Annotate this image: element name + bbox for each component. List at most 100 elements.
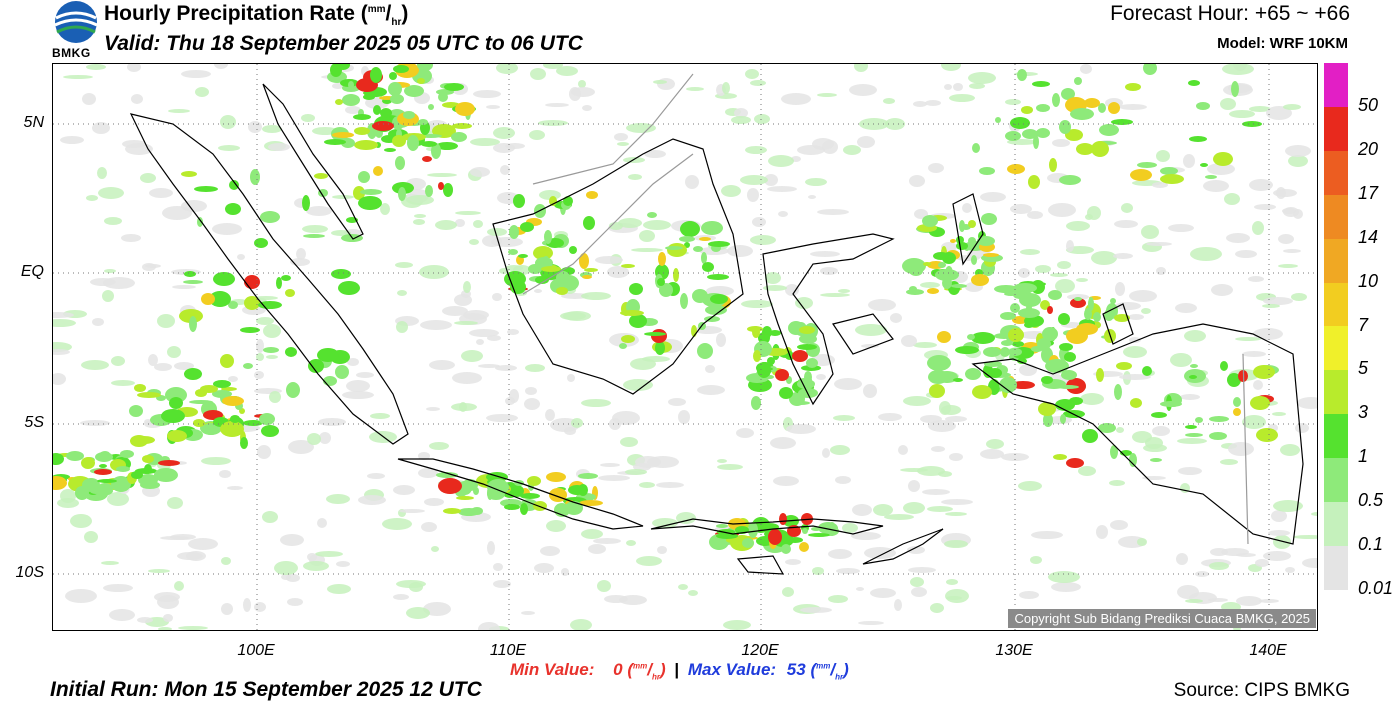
precip-cell <box>1108 102 1120 114</box>
legend-label: 20 <box>1358 138 1379 159</box>
precip-cell <box>296 248 306 260</box>
precip-cell <box>1084 308 1092 320</box>
precip-cell <box>770 437 796 449</box>
precip-cell <box>167 430 187 442</box>
precip-cell <box>722 82 730 94</box>
precip-cell <box>652 518 678 528</box>
precip-cell <box>1026 301 1032 317</box>
precip-cell <box>1283 249 1301 253</box>
precip-cell <box>486 105 500 109</box>
precip-cell <box>545 409 555 421</box>
lon-label-110e: 110E <box>489 642 527 659</box>
precip-cell <box>1022 129 1038 139</box>
precip-cell <box>1066 328 1088 344</box>
precip-cell <box>302 225 328 233</box>
precip-cell <box>1226 233 1250 243</box>
precip-cell <box>1129 453 1137 467</box>
lon-label-140e: 140E <box>1249 642 1287 659</box>
precip-cell <box>721 185 741 197</box>
precip-cell <box>617 142 629 146</box>
precip-cell <box>806 358 818 368</box>
precip-cell <box>1037 338 1051 350</box>
precip-cell <box>685 175 699 189</box>
precip-cell <box>1288 155 1308 167</box>
precip-cell <box>571 87 595 97</box>
precip-cell <box>327 584 351 594</box>
precip-cell <box>1255 559 1269 567</box>
precip-cell <box>209 291 231 307</box>
precip-cell <box>306 206 332 216</box>
precip-cell <box>100 451 110 457</box>
precip-cell <box>177 552 203 560</box>
precip-cell <box>968 237 976 245</box>
precip-cell <box>595 256 623 264</box>
precip-cell <box>258 301 282 309</box>
precip-cell <box>1268 530 1290 536</box>
precip-cell <box>767 186 797 192</box>
precip-cell <box>318 418 346 426</box>
precip-cell <box>1189 375 1197 379</box>
precip-cell <box>736 428 754 438</box>
precip-cell <box>303 561 329 571</box>
precip-cell <box>541 266 561 272</box>
precip-cell <box>392 135 406 147</box>
precip-cell <box>1311 512 1317 516</box>
precip-cell <box>429 360 455 370</box>
precip-cell <box>425 185 433 197</box>
precip-cell <box>717 459 727 463</box>
precip-cell <box>102 290 114 302</box>
precip-cell <box>930 603 944 613</box>
precip-cell <box>1137 538 1147 546</box>
precip-cell <box>1084 98 1100 108</box>
precip-cell <box>1253 365 1275 379</box>
precip-cell <box>163 614 173 622</box>
precip-cell <box>1019 364 1037 376</box>
precip-cell <box>836 568 860 574</box>
precip-cell <box>1123 346 1147 358</box>
precip-cell <box>285 347 297 357</box>
precip-cell <box>229 180 239 190</box>
precip-cell <box>545 103 569 107</box>
precip-cell <box>731 116 751 124</box>
precip-cell <box>1027 211 1043 219</box>
precip-cell <box>1000 312 1016 320</box>
precip-cell <box>1008 328 1024 342</box>
precip-cell <box>753 350 761 362</box>
precip-cell <box>630 358 656 370</box>
precip-cell <box>795 297 813 309</box>
precip-cell <box>1088 297 1094 311</box>
legend-swatch <box>1324 545 1348 590</box>
precip-cell <box>533 246 553 260</box>
precip-cell <box>619 343 627 349</box>
precip-cell <box>1048 416 1072 424</box>
precip-cell <box>546 472 566 482</box>
legend-label: 1 <box>1358 446 1369 467</box>
precip-cell <box>203 423 219 435</box>
precip-cell <box>1052 93 1060 107</box>
precip-cell <box>314 173 328 179</box>
precip-cell <box>1057 385 1079 389</box>
precip-cell <box>1007 164 1025 174</box>
precip-cell <box>262 511 278 523</box>
precip-cell <box>1082 429 1098 443</box>
precip-cell <box>1189 136 1207 142</box>
precip-cell <box>1053 454 1067 460</box>
precip-cell <box>395 262 413 268</box>
precip-cell <box>909 175 925 187</box>
precip-cell <box>913 342 937 348</box>
precip-cell <box>256 317 274 325</box>
precip-cell <box>428 104 434 110</box>
precip-cell <box>120 450 134 458</box>
precip-cell <box>983 347 1001 357</box>
lat-label-eq: EQ <box>20 263 44 280</box>
precip-cell <box>307 553 317 561</box>
precip-cell <box>178 626 208 630</box>
precip-cell <box>332 132 354 138</box>
precip-cell <box>455 102 475 116</box>
precip-cell <box>302 195 310 211</box>
precip-cell <box>1055 399 1075 411</box>
precip-cell <box>1018 481 1042 491</box>
precip-cell <box>908 567 936 573</box>
precip-cell <box>518 254 528 258</box>
precip-cell <box>427 173 457 177</box>
